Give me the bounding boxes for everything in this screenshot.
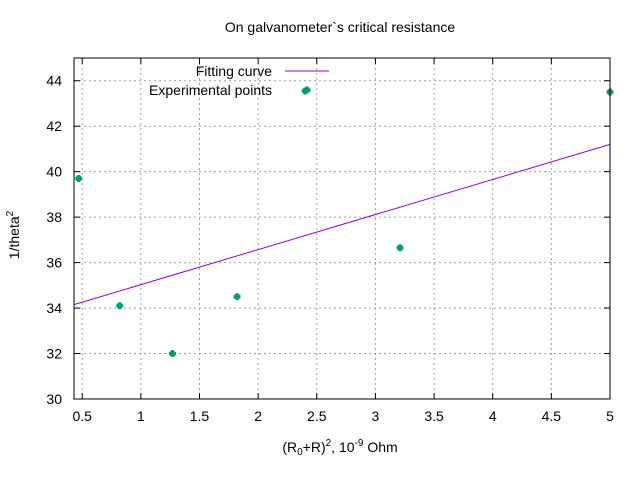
experimental-point xyxy=(396,244,404,252)
experimental-point xyxy=(75,174,83,182)
plot-frame xyxy=(73,57,611,400)
experimental-point xyxy=(169,350,177,358)
x-axis-label: (R0+R)2, 10-9 Ohm xyxy=(282,438,397,458)
y-tick-label: 30 xyxy=(46,391,62,407)
axis-ticks xyxy=(74,58,611,400)
y-tick-label: 36 xyxy=(46,255,62,271)
x-tick-label: 4 xyxy=(489,408,497,424)
fitting-curve-line xyxy=(73,143,611,306)
experimental-point xyxy=(116,302,124,310)
x-tick-label: 0.5 xyxy=(72,408,92,424)
y-tick-label: 42 xyxy=(46,118,62,134)
x-axis-label-tail: , 10 xyxy=(331,439,355,455)
legend-point-marker xyxy=(303,86,311,94)
y-tick-label: 34 xyxy=(46,300,62,316)
x-tick-label: 4.5 xyxy=(542,408,562,424)
legend: Fitting curve Experimental points xyxy=(149,63,329,98)
x-tick-label: 1 xyxy=(137,408,145,424)
y-tick-label: 40 xyxy=(46,164,62,180)
tick-labels: 0.5 1 1.5 2 2.5 3 3.5 4 4.5 5 30 32 34 36 38 40 42 44 xyxy=(46,73,614,424)
x-tick-label: 2 xyxy=(254,408,262,424)
legend-label-fitting-curve: Fitting curve xyxy=(196,63,272,79)
grid xyxy=(74,58,610,399)
y-axis-label: 1/theta2 xyxy=(5,210,22,259)
legend-swatch-experimental-points xyxy=(303,86,311,94)
legend-label-experimental-points: Experimental points xyxy=(149,82,272,98)
y-axis-label-superscript: 2 xyxy=(5,210,16,216)
y-tick-label: 32 xyxy=(46,346,62,362)
x-tick-label: 2.5 xyxy=(307,408,327,424)
experimental-point xyxy=(233,293,241,301)
x-axis-label-base: (R xyxy=(282,439,297,455)
x-tick-label: 3.5 xyxy=(424,408,444,424)
y-tick-label: 44 xyxy=(46,73,62,89)
x-tick-label: 5 xyxy=(606,408,614,424)
x-tick-label: 1.5 xyxy=(190,408,210,424)
x-axis-label-superscript: 2 xyxy=(326,438,332,449)
chart-title: On galvanometer`s critical resistance xyxy=(225,19,456,35)
x-axis-label-unit: Ohm xyxy=(363,439,397,455)
plot-area xyxy=(73,87,614,358)
y-tick-label: 38 xyxy=(46,209,62,225)
y-axis-label-base: 1/theta xyxy=(6,216,22,259)
x-axis-label-subscript: 0 xyxy=(297,447,303,458)
x-axis-label-exponent: -9 xyxy=(355,438,364,449)
x-tick-label: 3 xyxy=(372,408,380,424)
x-axis-label-mid: +R) xyxy=(303,439,326,455)
